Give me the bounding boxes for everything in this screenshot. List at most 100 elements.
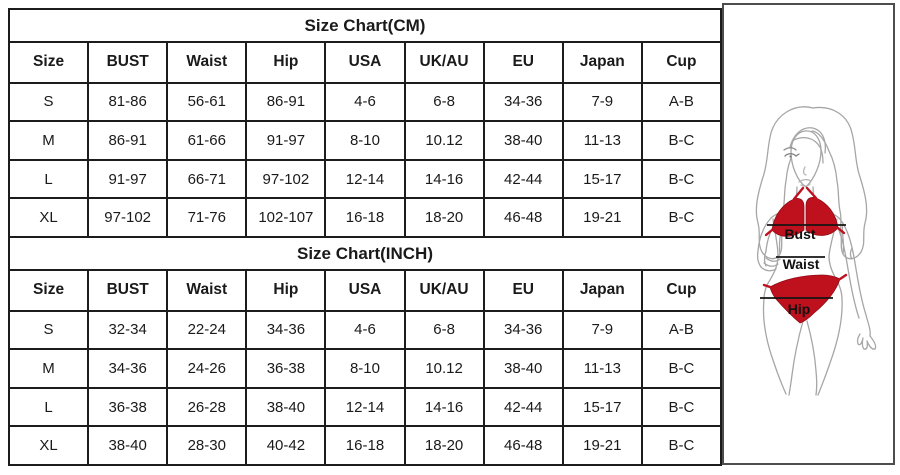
size-cell: L [7,386,90,428]
bikini-top-left-cup [771,198,805,237]
value-cell: 86-91 [87,120,169,161]
value-cell: A-B [640,309,723,351]
section-title: Size Chart(INCH) [8,236,722,271]
size-cell: XL [7,425,90,466]
hair-outline [755,106,868,260]
hair-bang [789,127,827,154]
value-cell: A-B [640,81,723,123]
section-title-row: Size Chart(INCH) [8,236,722,271]
value-cell: 102-107 [245,197,327,238]
table-row: L 91-97 66-71 97-102 12-14 14-16 42-44 15-17 B-C [7,158,723,200]
column-header: Japan [561,269,643,312]
torso-right-side [828,218,843,300]
eye [784,153,797,157]
measurement-figure-panel: Bust Waist Hip [722,3,895,465]
value-cell: 34-36 [482,309,564,351]
value-cell: 38-40 [87,425,169,466]
column-header: Cup [640,41,723,84]
section-title: Size Chart(CM) [8,8,722,43]
column-header: USA [324,269,406,312]
size-cell: M [7,348,90,389]
value-cell: 6-8 [403,81,485,123]
table-row: XL 97-102 71-76 102-107 16-18 18-20 46-48 19-21… [7,197,723,238]
value-cell: 22-24 [166,309,248,351]
value-cell: 32-34 [87,309,169,351]
column-header: UK/AU [403,269,485,312]
value-cell: 38-40 [482,348,564,389]
table-row: S 81-86 56-61 86-91 4-6 6-8 34-36 7-9 A-B [7,81,723,123]
left-leg [762,298,804,396]
bikini-bottom-side-straps [762,273,848,289]
value-cell: 11-13 [561,120,643,161]
value-cell: B-C [640,158,723,200]
value-cell: 91-97 [87,158,169,200]
value-cell: 8-10 [324,120,406,161]
value-cell: B-C [640,425,723,466]
column-header: Size [7,41,90,84]
value-cell: 61-66 [166,120,248,161]
column-header-row: Size BUST Waist Hip USA UK/AU EU Japan Cup [7,41,723,84]
eyelash [795,153,800,157]
right-leg [806,298,843,396]
value-cell: B-C [640,197,723,238]
value-cell: 38-40 [245,386,327,428]
value-cell: 71-76 [166,197,248,238]
waist-label: Waist [783,256,820,272]
column-header: Cup [640,269,723,312]
value-cell: 66-71 [166,158,248,200]
value-cell: 28-30 [166,425,248,466]
column-header-row: Size BUST Waist Hip USA UK/AU EU Japan Cup [7,269,723,312]
value-cell: 14-16 [403,386,485,428]
column-header: Japan [561,41,643,84]
section-title-row: Size Chart(CM) [8,8,722,43]
elbow-crease [849,247,853,260]
column-header: EU [482,41,564,84]
value-cell: 18-20 [403,197,485,238]
value-cell: 15-17 [561,386,643,428]
value-cell: 97-102 [245,158,327,200]
column-header: Waist [166,269,248,312]
right-arm [834,217,871,337]
value-cell: 86-91 [245,81,327,123]
value-cell: 4-6 [324,309,406,351]
column-header: BUST [87,269,169,312]
value-cell: 42-44 [482,386,564,428]
value-cell: 8-10 [324,348,406,389]
value-cell: 38-40 [482,120,564,161]
value-cell: 24-26 [166,348,248,389]
value-cell: 16-18 [324,425,406,466]
woman-measurement-illustration: Bust Waist Hip [755,106,877,396]
nose [802,166,807,176]
column-header: UK/AU [403,41,485,84]
bikini-top-right-cup [805,197,839,236]
table-row: M 34-36 24-26 36-38 8-10 10.12 38-40 11-13 B-C [7,348,723,389]
value-cell: 4-6 [324,81,406,123]
size-cell: M [7,120,90,161]
value-cell: 81-86 [87,81,169,123]
value-cell: 16-18 [324,197,406,238]
value-cell: 19-21 [561,197,643,238]
value-cell: B-C [640,120,723,161]
value-cell: 46-48 [482,425,564,466]
column-header: Hip [245,41,327,84]
value-cell: 36-38 [245,348,327,389]
value-cell: 36-38 [87,386,169,428]
value-cell: 34-36 [87,348,169,389]
bikini-straps [792,186,818,201]
table-row: XL 38-40 28-30 40-42 16-18 18-20 46-48 19-21 B-C [7,425,723,466]
value-cell: 7-9 [561,309,643,351]
size-cell: S [7,81,90,123]
left-hand-on-hip [760,250,781,272]
table-row: L 36-38 26-28 38-40 12-14 14-16 42-44 15-17 B-C [7,386,723,428]
value-cell: 11-13 [561,348,643,389]
value-cell: 12-14 [324,386,406,428]
value-cell: B-C [640,348,723,389]
value-cell: 6-8 [403,309,485,351]
value-cell: 15-17 [561,158,643,200]
value-cell: 34-36 [482,81,564,123]
value-cell: 10.12 [403,120,485,161]
value-cell: 12-14 [324,158,406,200]
hip-label: Hip [788,301,811,317]
eyebrow [783,147,797,151]
